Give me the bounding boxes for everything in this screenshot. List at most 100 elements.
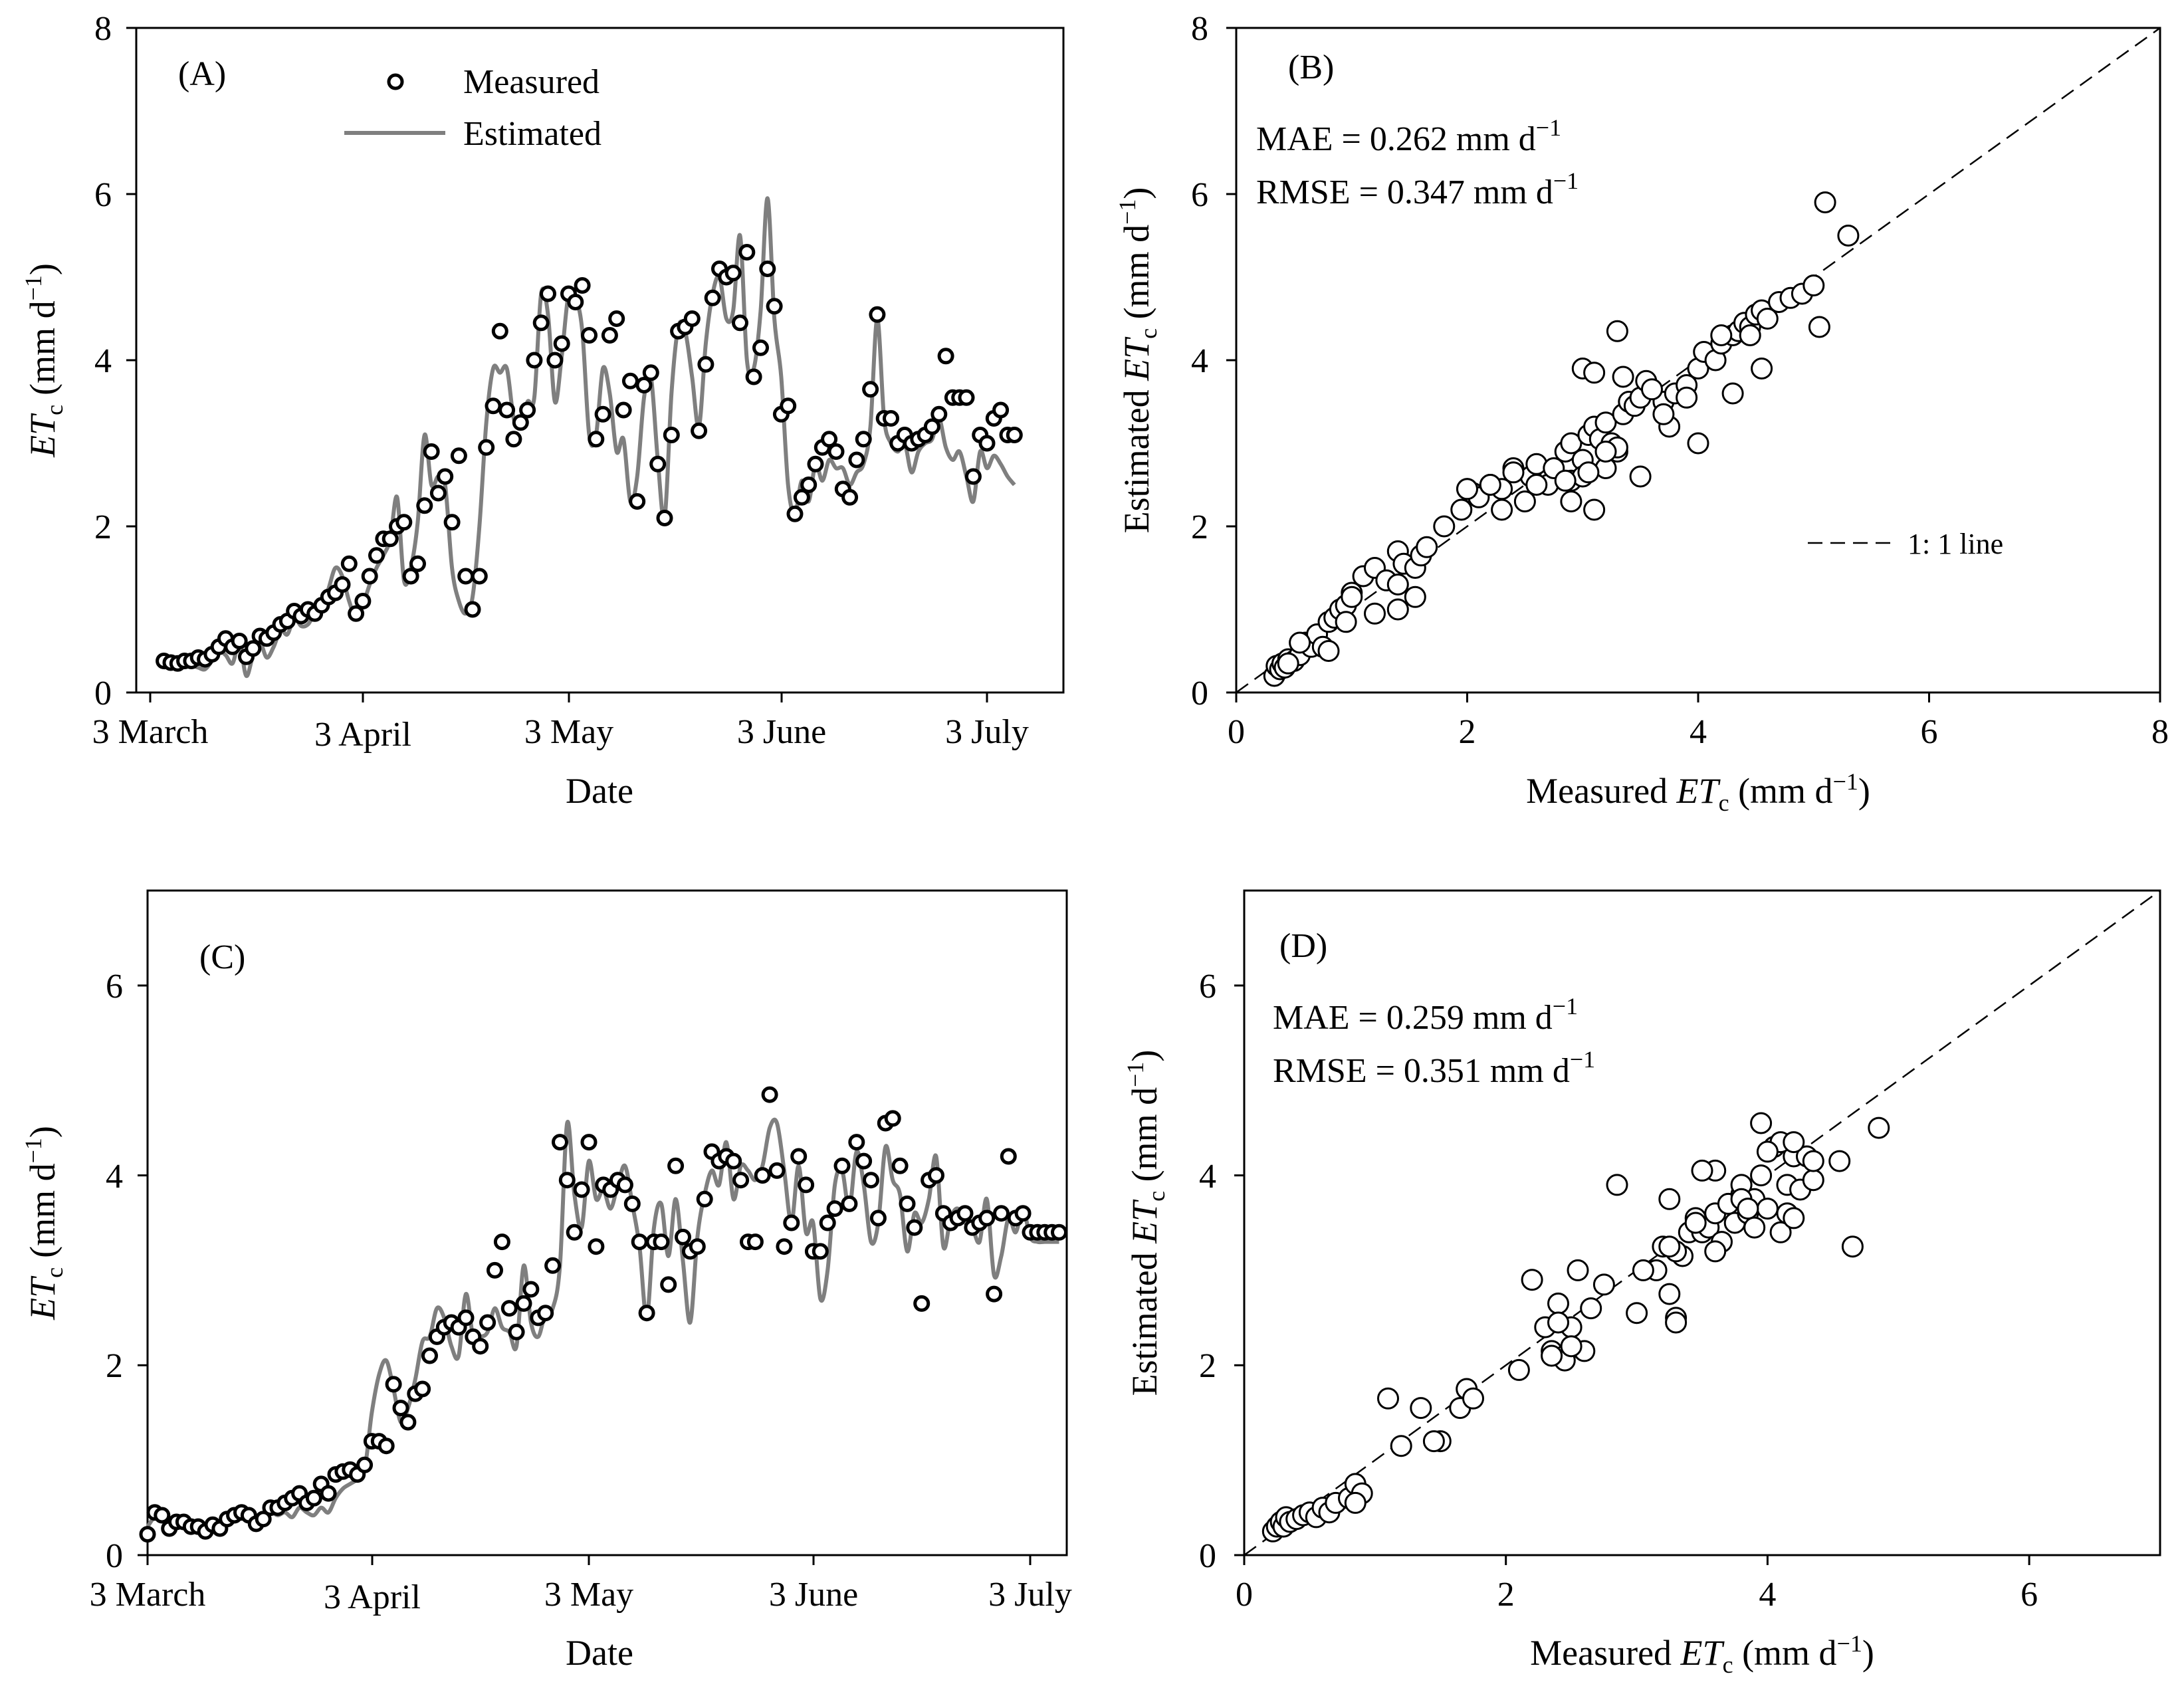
panel-c-measured-point (537, 1305, 554, 1322)
panel-b-data-point (1606, 320, 1628, 342)
panel-d-y-axis-title-close: ) (1125, 1050, 1164, 1062)
panel-c-measured-point (732, 1172, 750, 1189)
panel-d-plot-frame (1243, 889, 2161, 1556)
panel-c-measured-point (544, 1257, 562, 1274)
panel-c-x-tick-label-may: 3 May (544, 1576, 633, 1614)
panel-d-data-point (1684, 1212, 1707, 1234)
panel-c-series (139, 1086, 1067, 1543)
panel-b-data-point (1364, 602, 1386, 625)
panel-a-legend-marker (387, 73, 404, 90)
panel-d-y-axis-title: Estimated ETc (mm d−1) (1122, 1050, 1170, 1396)
panel-a-measured-point (594, 405, 611, 423)
panel-a-measured-point (574, 277, 591, 294)
panel-c-x-tick-label-march: 3 March (90, 1576, 206, 1614)
panel-a-measured-point (540, 285, 556, 302)
panel-a-x-tick-label-may: 3 May (524, 713, 613, 751)
panel-d-data-point (1691, 1159, 1713, 1182)
panel-d-y-tick-label-6: 6 (1199, 968, 1216, 1006)
panel-b-y-tick-label-0: 0 (1191, 675, 1208, 712)
panel-a-x-tick-label-april: 3 April (314, 716, 411, 754)
panel-d-data-point (1704, 1240, 1727, 1263)
panel-b-data-point (1577, 461, 1600, 484)
panel-d-data-point (1507, 1358, 1530, 1381)
panel-b-data-point (1629, 465, 1652, 488)
panel-c-measured-point (993, 1205, 1010, 1222)
panel-c-measured-point (588, 1238, 605, 1255)
panel-b-data-point (1583, 498, 1606, 521)
panel-b-y-axis: 0 2 4 6 8 (1191, 10, 1236, 712)
panel-a-measured-point (759, 261, 776, 277)
panel-b-mae-text: MAE = 0.262 mm d (1256, 120, 1536, 158)
panel-c-measured-point (863, 1172, 879, 1189)
panel-a-measured-point (491, 322, 508, 340)
panel-a-x-tick-label-march: 3 March (92, 713, 209, 751)
panel-a-measured-point (402, 568, 419, 585)
panel-d-label: (D) (1279, 927, 1327, 965)
panel-a-measured-point (923, 418, 940, 435)
panel-a-measured-point (478, 439, 495, 456)
panel-c-measured-point (552, 1134, 568, 1151)
panel-d-data-point (1606, 1174, 1628, 1196)
panel-b-scatter: 0 2 4 6 8 0 2 4 6 8 Measured ETc (mm d−1… (1114, 10, 2169, 816)
panel-c-measured-point (891, 1157, 909, 1174)
panel-b-x-axis-title-exp: −1 (1833, 768, 1858, 795)
panel-a-measured-point (429, 484, 447, 502)
panel-c-measured-point (675, 1228, 691, 1245)
panel-c-y-tick-label-4: 4 (106, 1158, 123, 1196)
panel-a-label: (A) (178, 55, 226, 93)
panel-b-y-axis-title-pre: Estimated (1117, 381, 1156, 533)
panel-c-measured-point (660, 1276, 677, 1293)
panel-c-measured-point (472, 1338, 489, 1355)
panel-a-legend-measured: Measured (463, 63, 600, 101)
panel-b-data-point (1676, 386, 1698, 409)
panel-a-measured-point (348, 605, 365, 622)
panel-b-data-point (1289, 631, 1311, 654)
panel-a-measured-point (485, 397, 502, 415)
panel-c-measured-point (790, 1148, 808, 1165)
panel-c-measured-point (1051, 1223, 1067, 1241)
panel-a-measured-point (245, 640, 262, 657)
panel-d-mae-text: MAE = 0.259 mm d (1273, 999, 1553, 1037)
panel-a-measured-point (738, 244, 756, 261)
panel-d-data-point (1737, 1198, 1759, 1220)
panel-b-data-point (1739, 324, 1761, 346)
panel-a-legend: Measured Estimated (344, 63, 601, 153)
panel-a-measured-point (581, 327, 598, 344)
panel-a-y-axis-title: ETc (mm d−1) (20, 263, 68, 458)
panel-d-data-point (1868, 1117, 1890, 1139)
panel-b-data-point (1386, 598, 1409, 621)
panel-a-measured-point (532, 314, 550, 332)
panel-c-measured-point (913, 1295, 930, 1312)
panel-d-data-point (1560, 1335, 1583, 1358)
panel-c-y-axis-title-symbol: ET (23, 1275, 62, 1321)
panel-a-measured-point (862, 381, 879, 398)
panel-c-measured-point (515, 1295, 532, 1312)
panel-a-measured-point (601, 327, 618, 344)
panel-a-measured-point (697, 356, 714, 373)
panel-b-legend: 1: 1 line (1808, 528, 2003, 560)
panel-d-x-axis-title-sub: c (1723, 1651, 1733, 1678)
panel-d-x-axis-title-symbol: ET (1680, 1633, 1725, 1673)
panel-b-data-point (1491, 498, 1513, 521)
panel-c-measured-point (522, 1281, 540, 1298)
panel-c-measured-point (320, 1485, 337, 1502)
panel-b-y-axis-title-sub: c (1135, 328, 1162, 339)
panel-d-rmse: RMSE = 0.351 mm d−1 (1273, 1046, 1595, 1090)
panel-b-rmse-exp: −1 (1553, 167, 1579, 194)
panel-a-measured-point (786, 505, 804, 522)
panel-a-measured-point (683, 310, 701, 327)
panel-d-data-point (1783, 1207, 1805, 1229)
panel-d-data-point (1743, 1216, 1766, 1239)
panel-b-y-tick-label-2: 2 (1191, 508, 1208, 546)
panel-a-measured-point (395, 514, 413, 531)
panel-a-measured-point (964, 468, 982, 485)
panel-d-data-point (1769, 1221, 1792, 1243)
panel-a-measured-point (883, 410, 899, 427)
panel-b-y-tick-label-8: 8 (1191, 10, 1208, 48)
panel-c-time-series: 0 2 4 6 3 March 3 April 3 May 3 June 3 J… (20, 889, 1072, 1673)
panel-c-measured-point (906, 1219, 923, 1236)
panel-a-measured-point (368, 547, 385, 564)
panel-c-measured-point (667, 1157, 685, 1174)
panel-c-x-tick-label-june: 3 June (769, 1576, 858, 1614)
